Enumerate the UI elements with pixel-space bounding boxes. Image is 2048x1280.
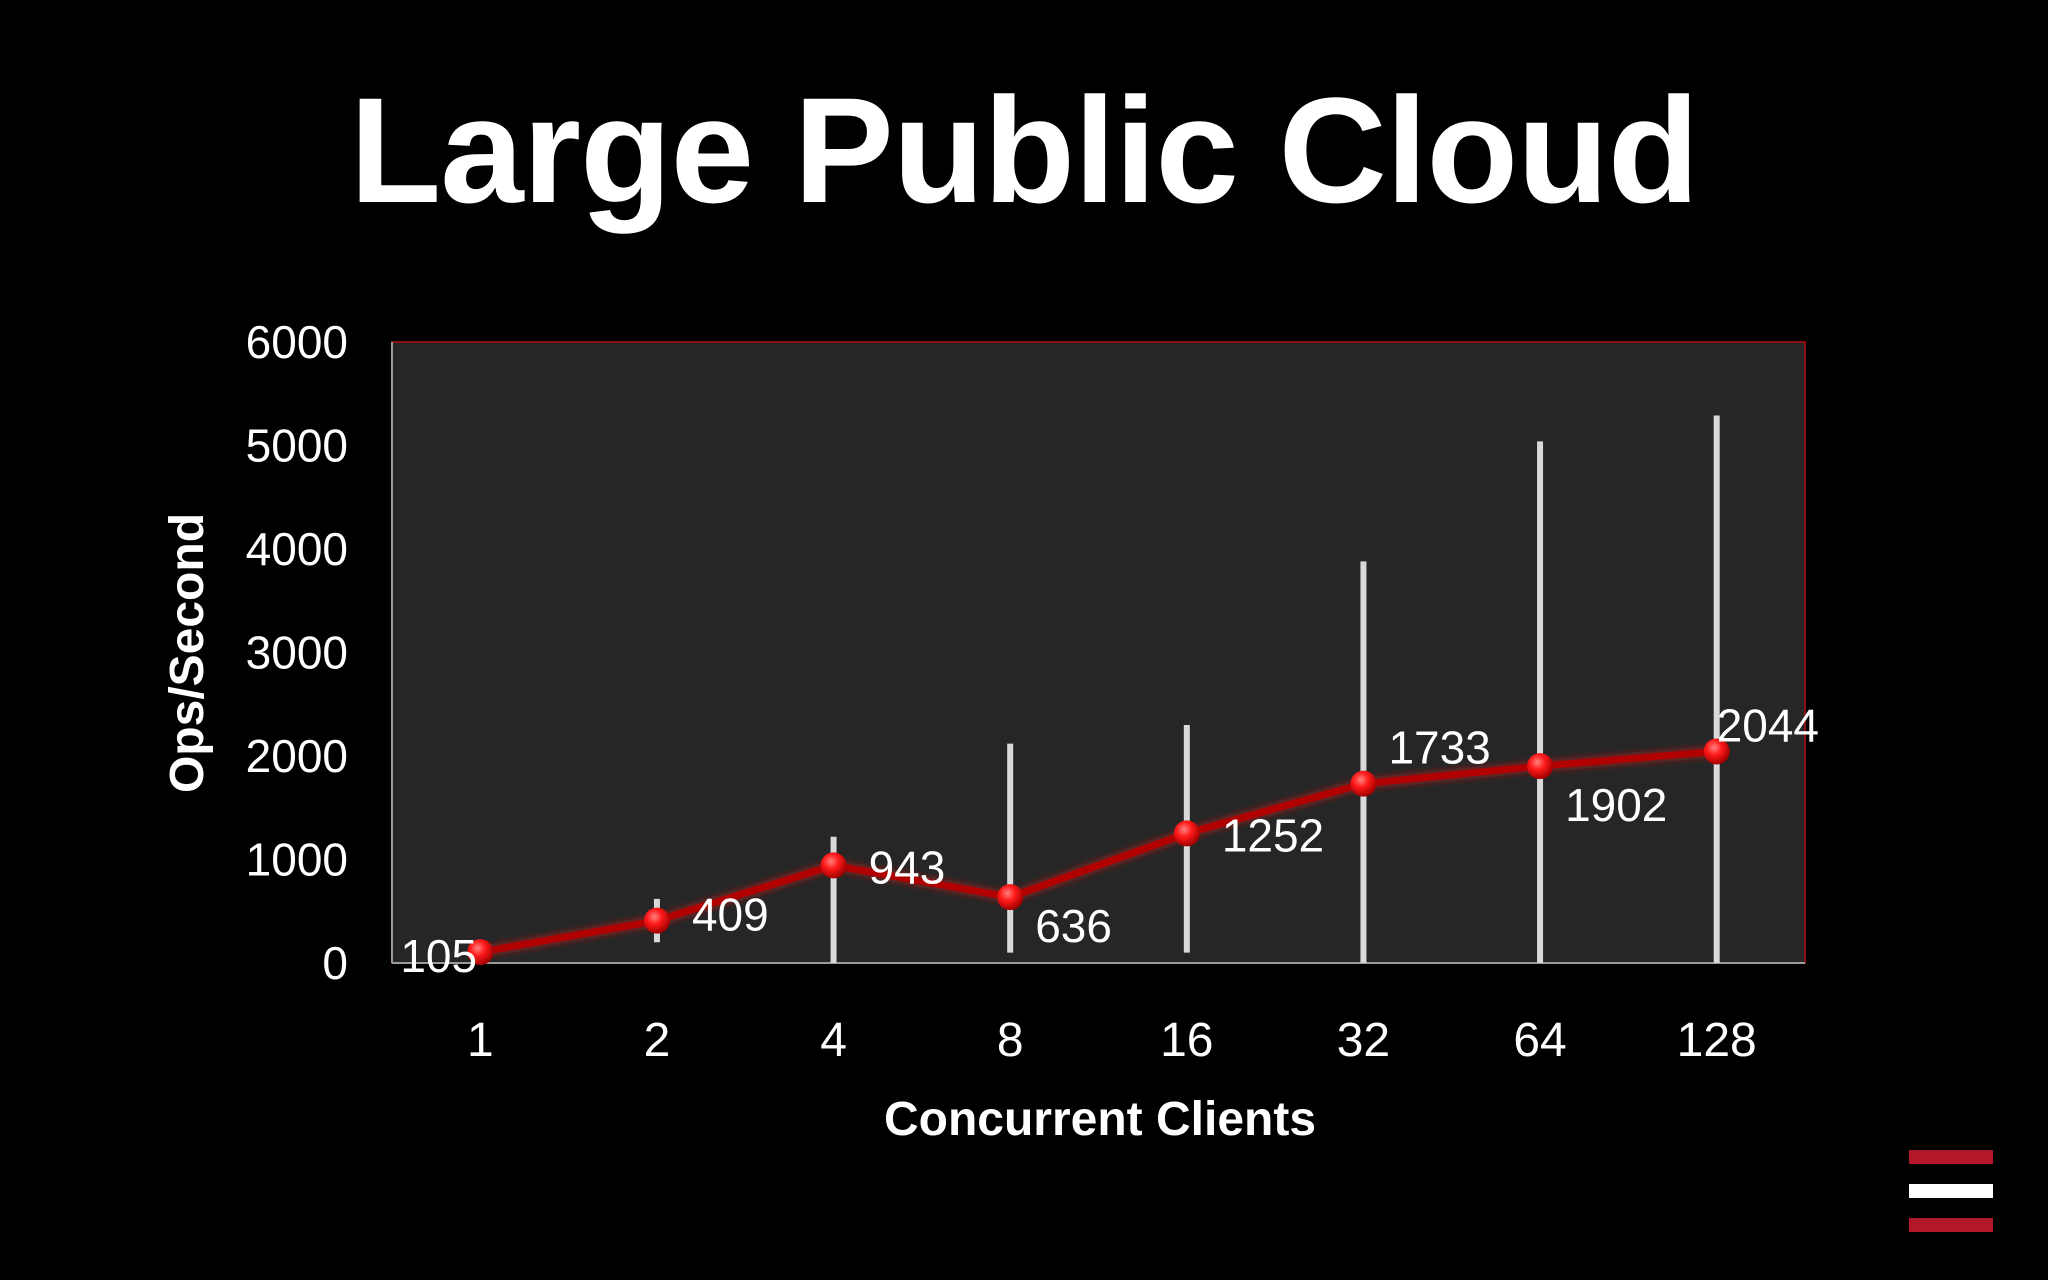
series-line [479, 747, 1717, 956]
logo-bar-middle [1909, 1184, 1993, 1198]
y-tick-label: 6000 [246, 316, 348, 368]
logo-bar-top [1909, 1150, 1993, 1164]
y-tick-label: 0 [322, 937, 348, 989]
x-axis-title: Concurrent Clients [884, 1093, 1316, 1146]
logo-bar-bottom [1909, 1218, 1993, 1232]
data-point-1 [467, 939, 494, 966]
x-tick-label: 4 [820, 1014, 847, 1067]
data-label-8: 636 [1035, 900, 1112, 952]
x-tick-label: 16 [1160, 1014, 1213, 1067]
data-point-8 [997, 884, 1024, 911]
y-tick-label: 3000 [246, 627, 348, 679]
y-tick-label: 1000 [246, 834, 348, 886]
y-axis-ticks: 0 1000 2000 3000 4000 5000 6000 [246, 316, 348, 989]
x-tick-label: 8 [997, 1014, 1024, 1067]
data-label-1: 105 [400, 930, 477, 982]
data-label-4: 943 [869, 841, 946, 893]
data-point-128 [1703, 738, 1730, 765]
data-markers [467, 738, 1730, 966]
stacked-bars-logo-icon [1909, 1150, 1993, 1232]
y-tick-label: 5000 [246, 420, 348, 472]
data-point-4 [820, 852, 847, 879]
data-point-2 [643, 907, 670, 934]
data-label-32: 1733 [1388, 722, 1490, 774]
x-tick-label: 32 [1337, 1014, 1390, 1067]
data-label-2: 409 [692, 889, 769, 941]
x-tick-label: 2 [644, 1014, 671, 1067]
series-line-group [479, 745, 1718, 959]
data-label-16: 1252 [1222, 809, 1324, 861]
y-tick-label: 2000 [246, 730, 348, 782]
y-tick-label: 4000 [246, 523, 348, 575]
data-label-128: 2044 [1717, 699, 1819, 751]
y-axis-title: Ops/Second [161, 513, 214, 793]
slide-title: Large Public Cloud [349, 66, 1700, 234]
data-point-32 [1350, 770, 1377, 797]
x-tick-label: 1 [467, 1014, 494, 1067]
data-point-16 [1173, 820, 1200, 847]
x-axis-ticks: 1 2 4 8 16 32 64 128 [467, 1014, 1757, 1067]
data-point-64 [1527, 753, 1554, 780]
data-labels: 105 409 943 636 1252 1733 1902 2044 [400, 699, 1819, 982]
x-tick-label: 128 [1677, 1014, 1757, 1067]
x-tick-label: 64 [1513, 1014, 1566, 1067]
data-label-64: 1902 [1565, 779, 1667, 831]
